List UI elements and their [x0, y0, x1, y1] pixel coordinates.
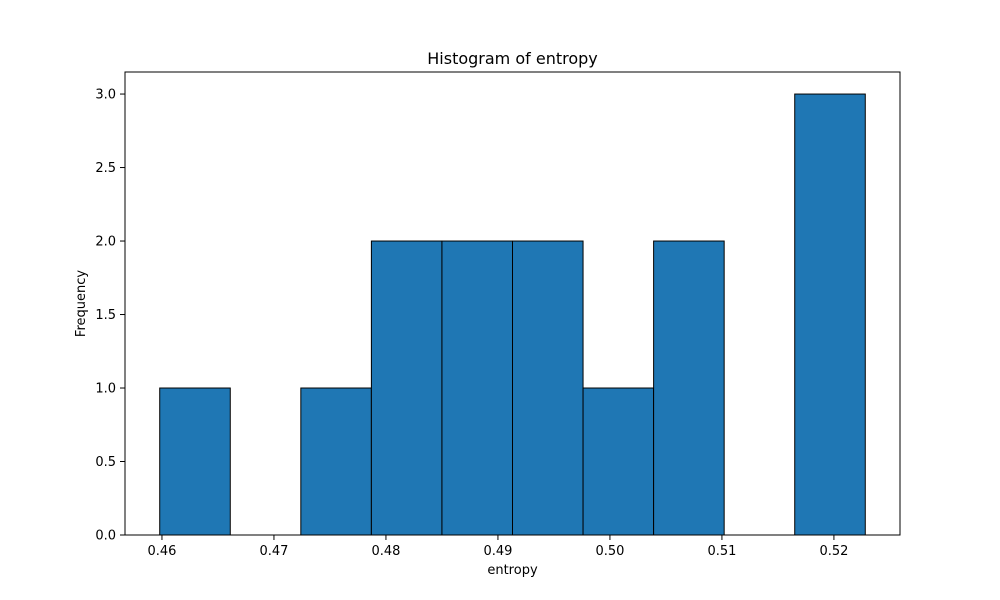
y-axis-label: Frequency [74, 270, 89, 337]
x-tick-label: 0.49 [483, 544, 512, 559]
y-tick-label: 2.5 [95, 161, 116, 176]
histogram-bar [371, 241, 442, 535]
bars-layer [160, 94, 866, 535]
histogram-bar [442, 241, 513, 535]
x-axis-label: entropy [487, 563, 538, 578]
x-axis: 0.46 0.47 0.48 0.49 0.50 0.51 0.52 [147, 535, 848, 559]
histogram-bar [160, 388, 231, 535]
y-axis: 0.0 0.5 1.0 1.5 2.0 2.5 3.0 [95, 88, 125, 544]
y-tick-label: 3.0 [95, 88, 116, 103]
y-tick-label: 0.5 [95, 455, 116, 470]
x-tick-label: 0.51 [707, 544, 736, 559]
chart-title: Histogram of entropy [427, 49, 598, 68]
histogram-bar [795, 94, 866, 535]
histogram-bar [301, 388, 372, 535]
x-tick-label: 0.50 [595, 544, 624, 559]
x-tick-label: 0.46 [147, 544, 176, 559]
y-tick-label: 1.0 [95, 382, 116, 397]
y-tick-label: 1.5 [95, 308, 116, 323]
x-tick-label: 0.52 [819, 544, 848, 559]
y-tick-label: 2.0 [95, 235, 116, 250]
x-tick-label: 0.48 [371, 544, 400, 559]
x-tick-label: 0.47 [259, 544, 288, 559]
histogram-bar [513, 241, 584, 535]
y-tick-label: 0.0 [95, 529, 116, 544]
histogram-bar [654, 241, 725, 535]
histogram-bar [583, 388, 654, 535]
